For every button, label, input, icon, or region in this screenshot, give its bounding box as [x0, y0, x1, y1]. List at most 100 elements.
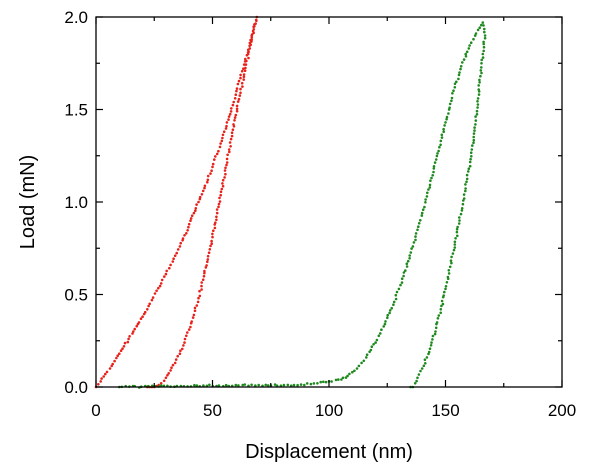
data-point: [469, 157, 472, 161]
data-point: [141, 315, 144, 319]
data-point: [189, 321, 193, 325]
data-point: [254, 22, 257, 25]
data-point: [444, 287, 447, 291]
data-point: [167, 372, 170, 375]
data-point: [459, 212, 463, 216]
data-point: [360, 361, 363, 365]
data-point: [250, 34, 253, 37]
data-point: [483, 27, 486, 31]
data-point: [460, 207, 464, 210]
data-point: [219, 193, 222, 197]
data-point: [194, 207, 198, 210]
data-point: [445, 117, 448, 121]
data-point: [468, 160, 472, 164]
data-point: [186, 331, 189, 334]
data-point: [175, 251, 178, 255]
data-point: [200, 284, 203, 288]
data-point: [431, 334, 435, 338]
data-point: [409, 251, 413, 254]
data-point: [430, 176, 433, 180]
data-point: [171, 260, 175, 263]
data-point: [458, 216, 461, 219]
data-point: [252, 28, 256, 31]
data-point: [426, 191, 429, 195]
data-point: [224, 172, 227, 176]
data-point: [242, 78, 245, 81]
data-point: [454, 237, 457, 240]
x-tick-label: 50: [203, 401, 222, 420]
data-point: [239, 76, 242, 80]
data-point: [386, 316, 389, 320]
data-point: [292, 383, 296, 387]
data-point: [217, 205, 220, 209]
data-point: [198, 195, 202, 199]
data-point: [201, 189, 205, 193]
data-point: [187, 225, 190, 229]
data-point: [239, 87, 242, 91]
data-point: [434, 158, 438, 161]
data-point: [233, 97, 237, 100]
data-point: [400, 281, 404, 284]
data-point: [340, 378, 343, 381]
data-point: [206, 178, 210, 182]
data-point: [231, 128, 235, 131]
data-point: [159, 382, 163, 385]
data-point: [353, 369, 356, 373]
data-point: [197, 200, 200, 204]
data-point: [464, 183, 467, 186]
data-point: [299, 383, 303, 386]
data-point: [419, 369, 422, 373]
data-point: [222, 130, 226, 133]
data-point: [365, 356, 368, 359]
data-point: [439, 311, 443, 315]
data-point: [219, 190, 223, 194]
data-point: [266, 384, 270, 387]
data-point: [414, 235, 417, 238]
data-point: [472, 135, 476, 139]
data-point: [477, 90, 481, 93]
data-point: [183, 337, 187, 341]
data-point: [465, 177, 469, 181]
data-point: [243, 383, 247, 386]
data-point: [163, 275, 166, 278]
data-point: [478, 26, 482, 30]
data-point: [303, 383, 306, 387]
data-point: [473, 129, 476, 132]
data-point: [368, 350, 371, 354]
data-point: [232, 100, 235, 104]
data-point: [215, 152, 219, 156]
data-point: [207, 251, 211, 254]
data-point: [374, 341, 377, 344]
data-point: [462, 197, 466, 200]
data-point: [464, 189, 467, 193]
x-tick-labels: 0 50 100 150 200: [91, 401, 576, 420]
y-tick-label: 1.0: [64, 193, 88, 212]
data-point: [193, 306, 197, 310]
data-point: [238, 94, 242, 97]
data-point: [388, 309, 392, 312]
data-point: [205, 264, 208, 267]
data-point: [187, 328, 191, 331]
data-point: [450, 261, 453, 265]
data-point: [450, 96, 454, 100]
data-point: [234, 113, 238, 117]
data-point: [440, 299, 444, 303]
data-point: [158, 284, 162, 288]
data-point: [170, 366, 173, 370]
data-point: [457, 73, 461, 77]
data-point: [456, 234, 459, 238]
data-point: [218, 145, 222, 149]
data-point: [139, 317, 143, 321]
data-point: [243, 69, 247, 72]
data-point: [464, 55, 468, 58]
data-point: [377, 334, 381, 338]
data-point: [206, 260, 209, 264]
data-point: [467, 167, 471, 170]
x-tick-label: 0: [91, 401, 100, 420]
data-point: [439, 139, 443, 143]
data-point: [341, 376, 345, 380]
data-point: [160, 278, 164, 282]
data-point: [482, 40, 485, 44]
data-point: [236, 82, 240, 86]
data-point: [223, 169, 227, 172]
